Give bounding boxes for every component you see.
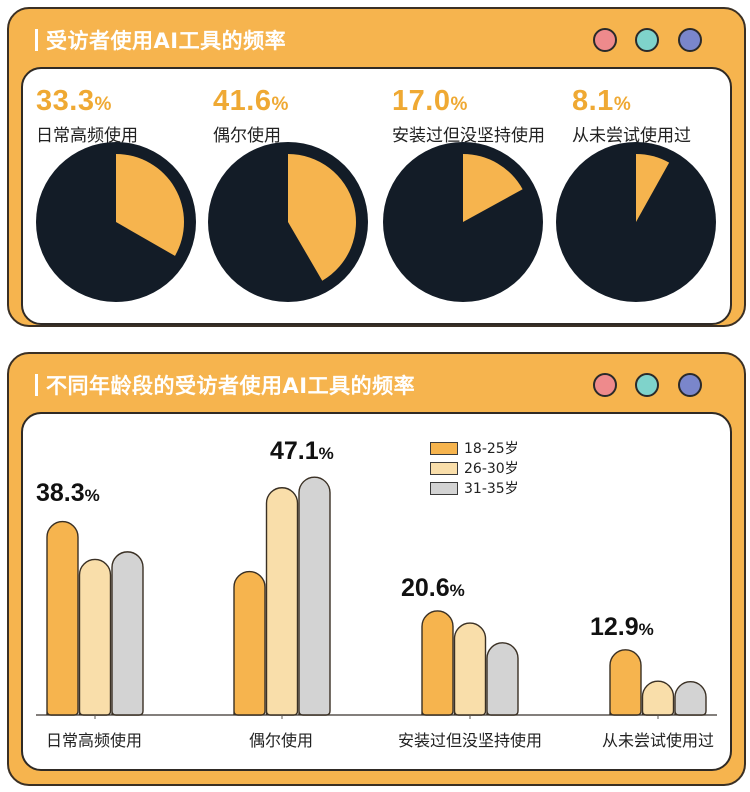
legend-item: 18-25岁 bbox=[430, 438, 519, 458]
x-axis-category-label: 从未尝试使用过 bbox=[601, 731, 715, 750]
bar bbox=[453, 622, 487, 716]
chart-legend: 18-25岁 26-30岁 31-35岁 bbox=[430, 438, 519, 498]
bar bbox=[265, 487, 299, 716]
x-axis-category-label: 安装过但没坚持使用 bbox=[397, 731, 543, 750]
bar bbox=[421, 610, 454, 716]
title-bar-mark bbox=[35, 374, 38, 396]
bar bbox=[641, 680, 675, 716]
legend-swatch bbox=[430, 461, 458, 475]
bar bbox=[233, 570, 266, 716]
legend-item: 26-30岁 bbox=[430, 458, 519, 478]
stat-never-tried: 8.1% 从未尝试使用过 bbox=[572, 85, 691, 146]
legend-swatch bbox=[430, 441, 458, 455]
pie-slice bbox=[636, 154, 670, 222]
bar bbox=[111, 551, 144, 716]
x-axis-category-label: 日常高频使用 bbox=[45, 731, 143, 750]
teal-dot-icon bbox=[635, 28, 659, 52]
bar-value-label: 38.3% bbox=[36, 479, 100, 507]
blue-dot-icon bbox=[678, 28, 702, 52]
bar-value-label: 47.1% bbox=[270, 437, 334, 465]
stat-occasional: 41.6% 偶尔使用 bbox=[213, 85, 289, 146]
bar bbox=[486, 642, 519, 716]
teal-dot-icon bbox=[635, 373, 659, 397]
bar-value-label: 20.6% bbox=[401, 574, 465, 602]
red-dot-icon bbox=[593, 28, 617, 52]
bar bbox=[674, 681, 707, 716]
legend-item: 31-35岁 bbox=[430, 478, 519, 498]
panel-title: 受访者使用AI工具的频率 bbox=[35, 25, 286, 55]
panel-title: 不同年龄段的受访者使用AI工具的频率 bbox=[35, 370, 415, 400]
stat-installed-not-kept: 17.0% 安装过但没坚持使用 bbox=[392, 85, 545, 146]
stat-daily: 33.3% 日常高频使用 bbox=[36, 85, 138, 146]
bar bbox=[78, 558, 112, 716]
legend-swatch bbox=[430, 481, 458, 495]
pie-slice bbox=[288, 154, 356, 281]
bar bbox=[46, 520, 79, 716]
title-bar-mark bbox=[35, 29, 38, 51]
pie-slice bbox=[463, 154, 523, 222]
red-dot-icon bbox=[593, 373, 617, 397]
bar-value-label: 12.9% bbox=[590, 613, 654, 641]
bar bbox=[298, 476, 331, 716]
bar bbox=[609, 649, 642, 716]
x-axis-category-label: 偶尔使用 bbox=[248, 731, 314, 750]
blue-dot-icon bbox=[678, 373, 702, 397]
pie-slice bbox=[116, 154, 184, 256]
